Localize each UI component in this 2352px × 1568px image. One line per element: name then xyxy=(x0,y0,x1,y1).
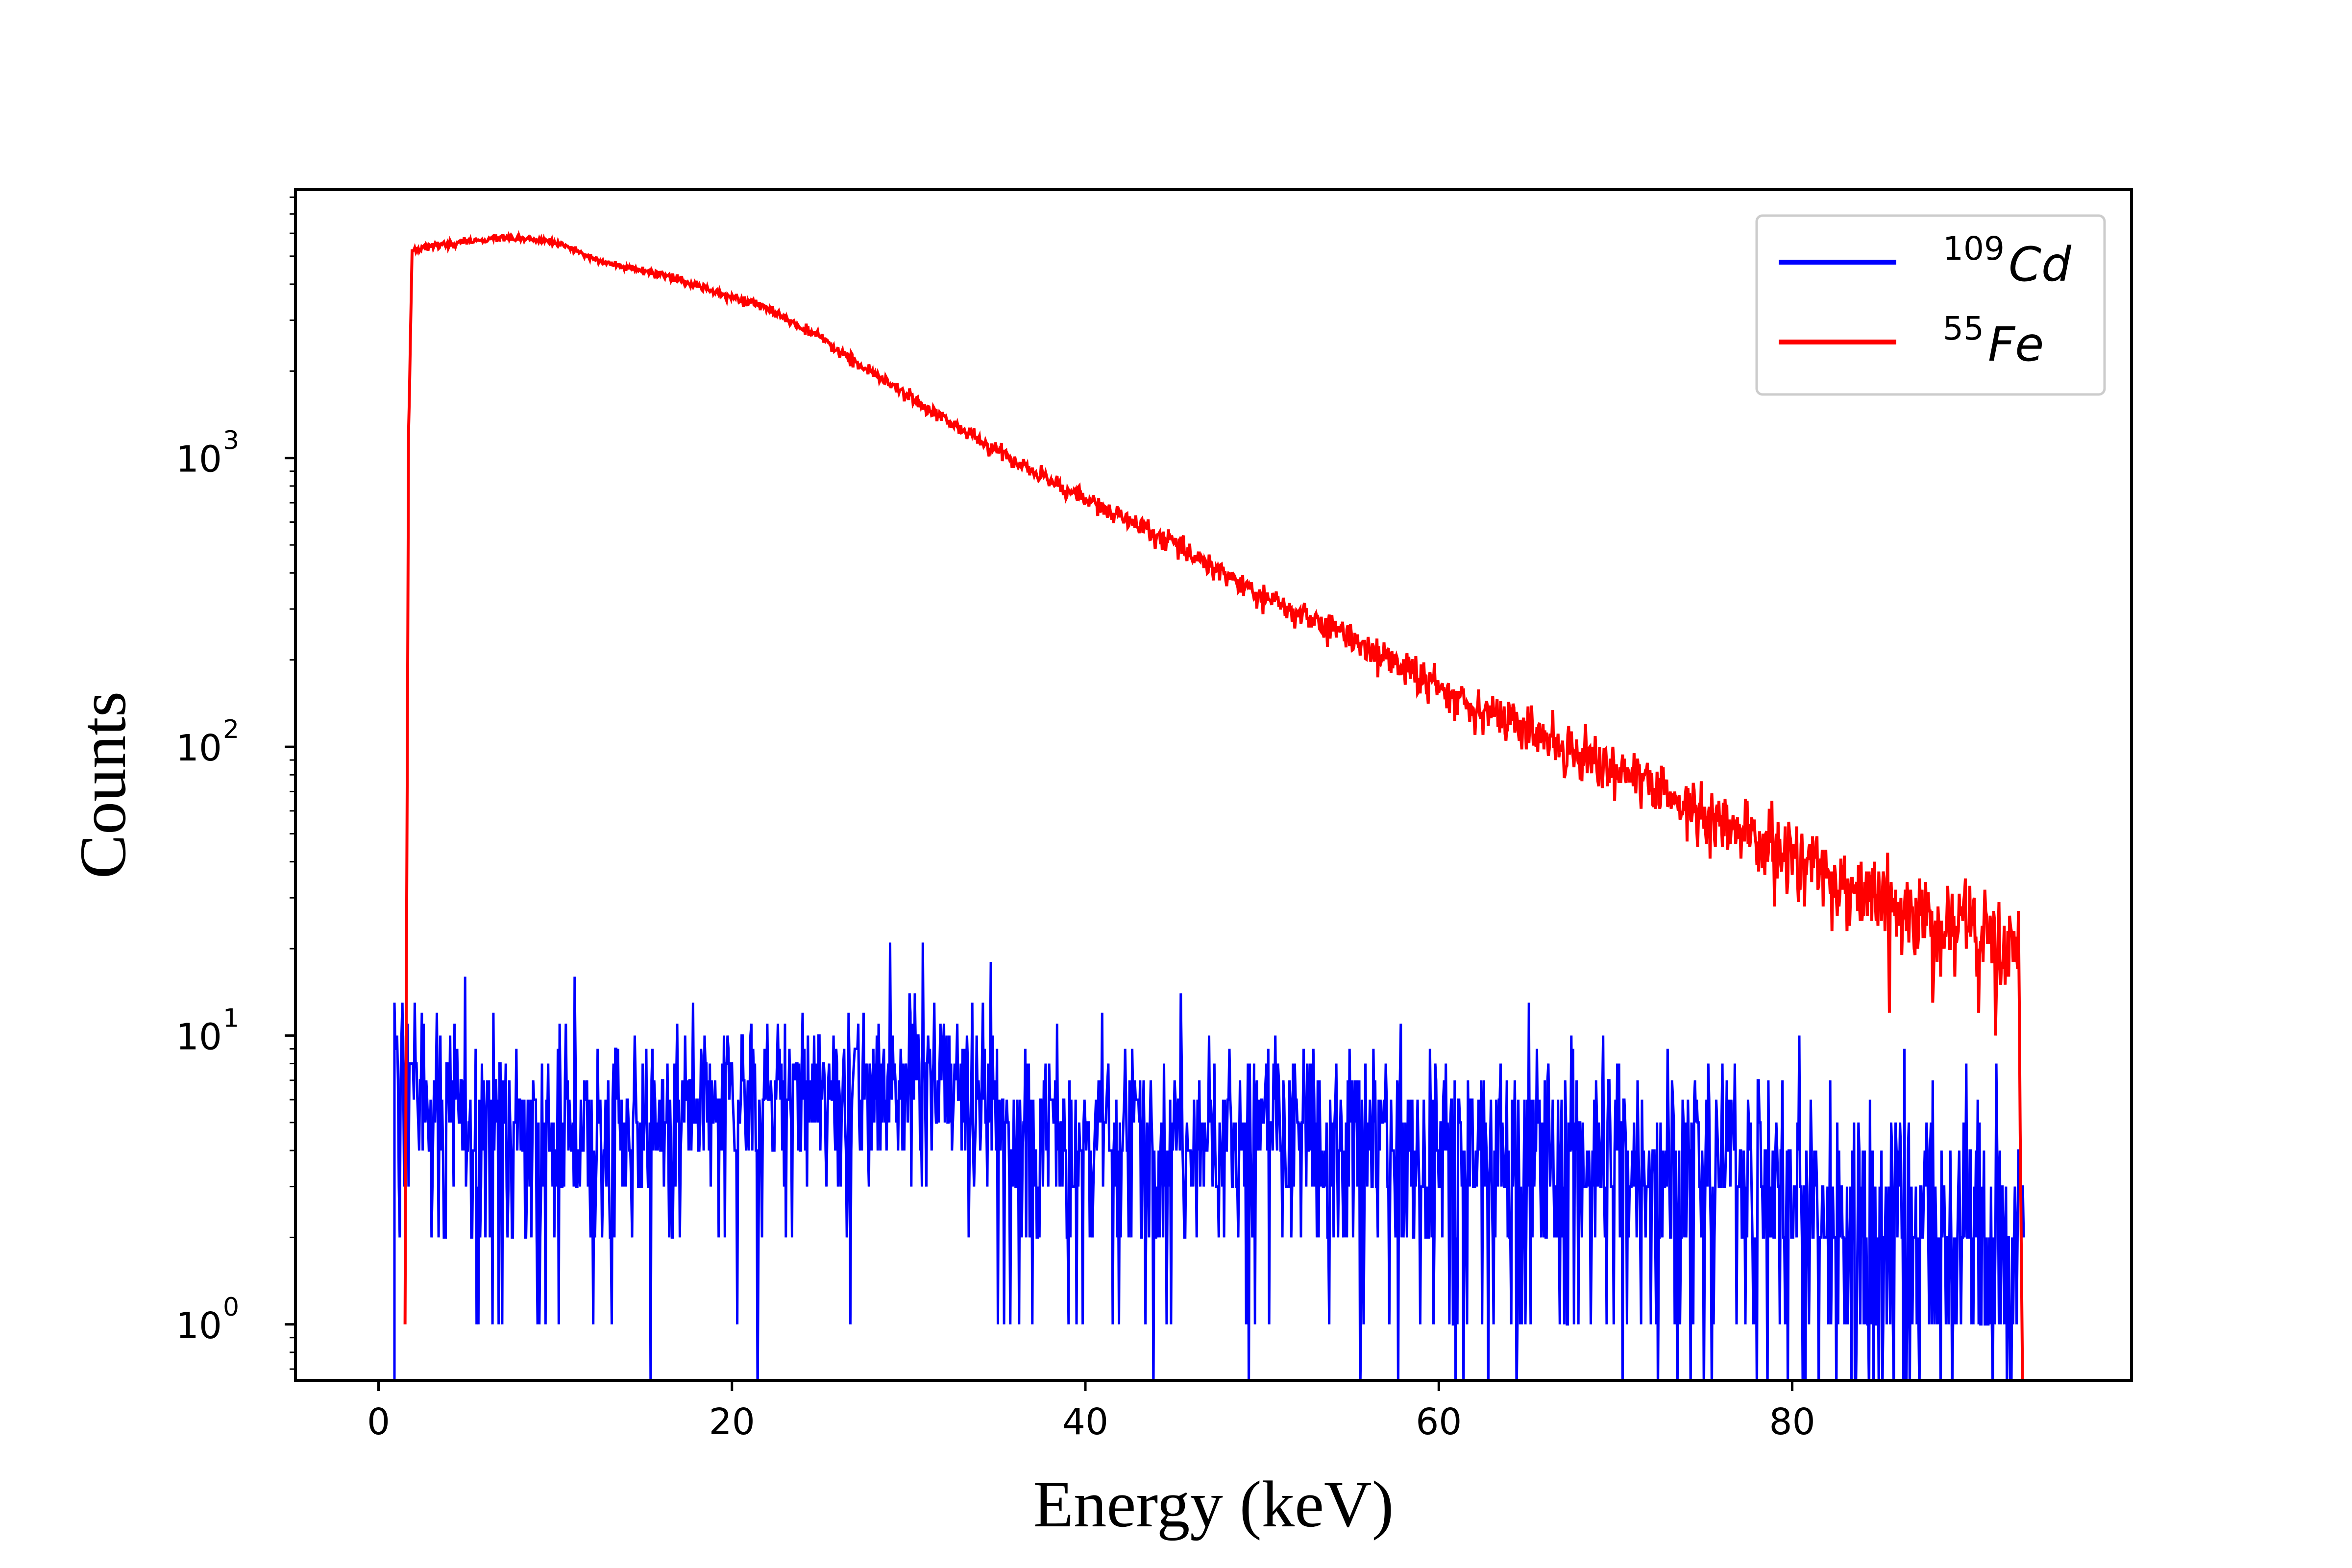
series-line-fe xyxy=(403,230,2024,1380)
y-tick-label: 10 xyxy=(176,1016,222,1058)
legend-label: Cd xyxy=(2009,237,2072,292)
x-tick-label: 0 xyxy=(367,1401,390,1443)
y-tick-exponent: 3 xyxy=(223,426,239,456)
legend-label-sup: 55 xyxy=(1943,310,1984,347)
y-axis-label: Counts xyxy=(67,691,140,879)
y-tick-exponent: 2 xyxy=(223,715,239,744)
legend-label: Fe xyxy=(1988,317,2044,372)
series-layer xyxy=(393,230,2025,1380)
x-tick-label: 80 xyxy=(1769,1401,1815,1443)
legend: 109 Cd 55 Fe xyxy=(1755,214,2106,396)
series-line-cd xyxy=(393,942,2025,1380)
x-axis-ticks: 0 20 40 60 80 xyxy=(367,1380,1815,1443)
y-tick-exponent: 0 xyxy=(223,1293,239,1322)
legend-label-sup: 109 xyxy=(1943,230,2005,268)
y-tick-exponent: 1 xyxy=(223,1004,239,1033)
x-tick-label: 20 xyxy=(709,1401,755,1443)
y-tick-label: 10 xyxy=(176,439,222,481)
x-tick-label: 60 xyxy=(1416,1401,1462,1443)
y-tick-label: 10 xyxy=(176,1305,222,1347)
x-axis-label: Energy (keV) xyxy=(1033,1468,1394,1541)
y-tick-label: 10 xyxy=(176,727,222,769)
x-tick-label: 40 xyxy=(1062,1401,1108,1443)
plot-frame xyxy=(294,188,2133,1382)
